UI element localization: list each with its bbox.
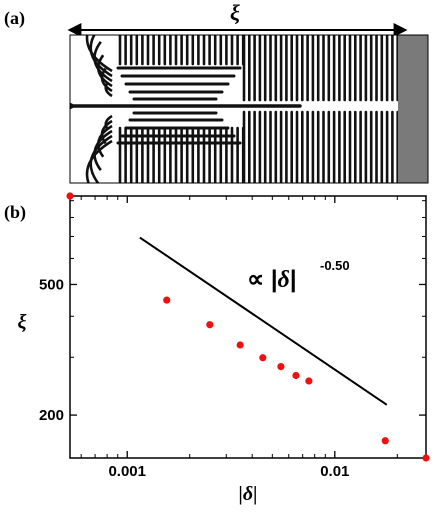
panel-b-label: (b) (4, 202, 26, 223)
data-points (66, 192, 430, 462)
x-tick-label: 0.001 (108, 463, 146, 480)
power-law-fit-line (139, 236, 388, 406)
power-law-exponent: -0.50 (320, 258, 350, 273)
axis-ticks (70, 196, 426, 458)
x-tick-label: 0.01 (320, 463, 349, 480)
y-tick-label: 200 (39, 407, 64, 424)
plot-frame (69, 195, 427, 459)
panel-a-label: (a) (4, 8, 25, 29)
data-point (206, 321, 214, 329)
xi-span-label: ξ (230, 0, 240, 25)
panel-a-frame (69, 34, 429, 184)
data-point (305, 377, 313, 385)
axis-tick-labels: 0.001 0.01 200 500 (39, 276, 349, 480)
data-point (163, 296, 171, 304)
data-point (259, 354, 267, 362)
boundary-wall (398, 35, 428, 183)
data-point (236, 341, 244, 349)
data-point (292, 371, 300, 380)
y-axis-label: ξ (18, 311, 27, 333)
data-point (277, 363, 285, 371)
power-law-annotation: ∝ |δ| (247, 266, 297, 293)
data-point (381, 437, 389, 445)
data-point (66, 192, 74, 200)
stripe (85, 35, 113, 73)
data-point (422, 454, 430, 462)
stripe-pattern-image (70, 35, 428, 183)
x-axis-label: |δ| (238, 483, 257, 505)
defect-core (70, 102, 74, 110)
stripe (85, 139, 113, 183)
y-tick-label: 500 (39, 276, 64, 293)
